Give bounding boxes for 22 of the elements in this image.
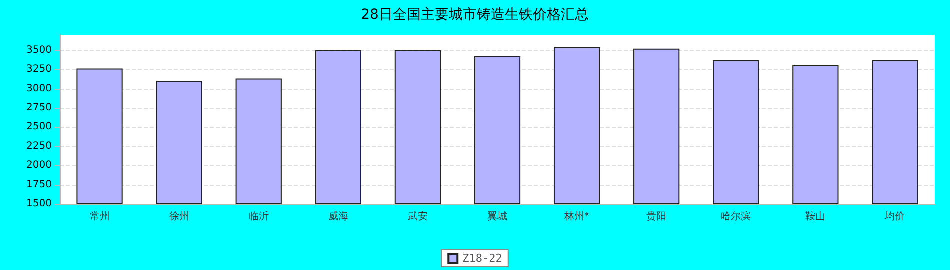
x-tick-label: 鞍山 xyxy=(806,210,826,222)
y-tick-label: 3250 xyxy=(26,64,52,76)
x-tick-label: 均价 xyxy=(884,210,906,222)
y-tick-label: 1500 xyxy=(26,198,52,210)
y-tick-label: 2250 xyxy=(26,140,52,152)
x-tick-label: 翼城 xyxy=(488,210,508,222)
y-tick-label: 2000 xyxy=(26,160,52,172)
x-tick-label: 贵阳 xyxy=(646,210,667,222)
x-tick-label: 哈尔滨 xyxy=(721,210,752,222)
x-tick-label: 临沂 xyxy=(248,210,269,222)
y-tick-label: 1750 xyxy=(26,179,52,190)
legend-label: Z18-22 xyxy=(462,252,502,265)
y-tick-label: 3500 xyxy=(26,44,52,56)
chart-title: 28日全国主要城市铸造生铁价格汇总 xyxy=(361,7,589,23)
y-tick-label: 2750 xyxy=(26,102,52,114)
y-tick-label: 3000 xyxy=(26,83,52,94)
x-tick-label: 林州* xyxy=(564,210,590,222)
x-tick-label: 武安 xyxy=(408,210,428,222)
x-tick-label: 威海 xyxy=(328,210,348,222)
x-tick-label: 常州 xyxy=(90,210,110,222)
y-tick-label: 2500 xyxy=(26,122,52,133)
x-tick-label: 徐州 xyxy=(169,210,190,222)
